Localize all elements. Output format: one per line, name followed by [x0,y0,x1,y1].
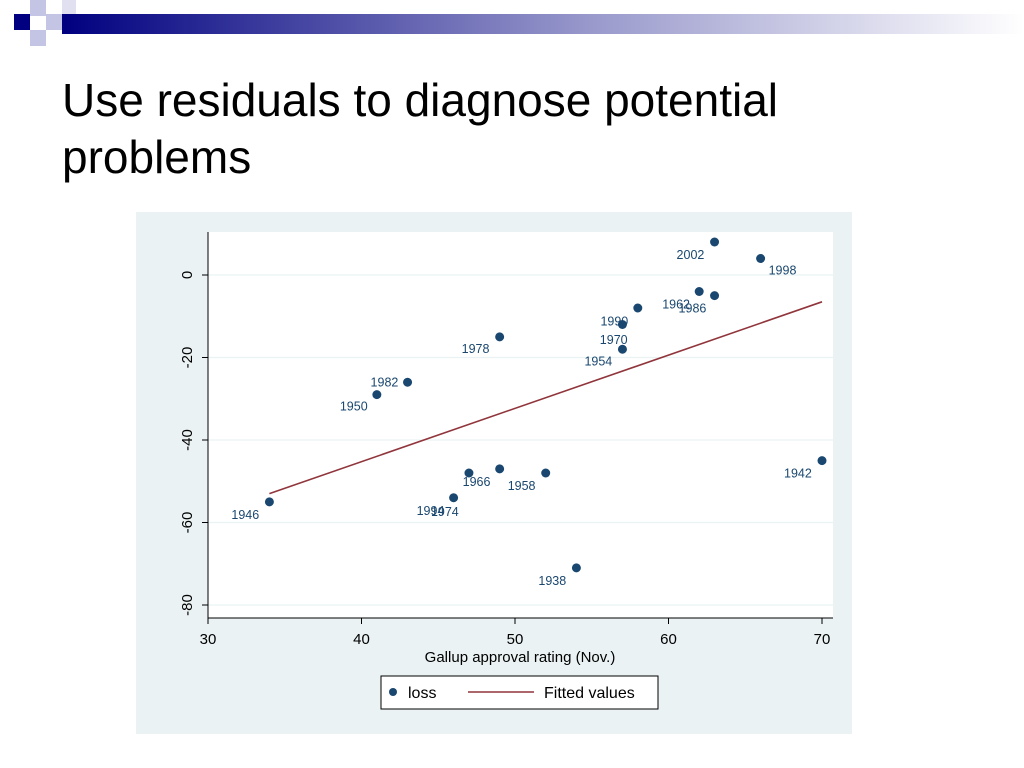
y-tick-label: -60 [179,512,196,534]
point-label: 1974 [431,505,459,519]
point-label: 1978 [462,342,490,356]
data-point [617,344,627,354]
data-point [756,254,766,263]
legend-marker-loss [389,688,397,696]
decor-square-light [46,14,62,30]
point-label: 1994 [417,504,445,518]
legend-label-fitted: Fitted values [544,685,635,702]
fitted-line [269,301,823,495]
point-label: 1982 [371,375,399,389]
data-point [817,456,827,466]
x-tick-label: 70 [814,631,831,648]
y-tick-label: 0 [179,271,196,279]
data-point [710,237,720,247]
point-label: 1966 [463,475,491,489]
x-tick-label: 60 [660,631,677,648]
y-tick-label: -80 [179,594,196,616]
decor-square-light [30,0,46,16]
point-label: 1954 [584,354,612,368]
point-label: 1990 [600,315,628,329]
data-point [617,320,627,329]
decor-gradient-bar [62,14,1024,34]
point-label: 1970 [600,333,628,347]
fitted-line-layer [269,301,823,495]
x-axis-title: Gallup approval rating (Nov.) [425,649,616,666]
point-label: 1942 [784,467,812,481]
slide-decoration [14,0,1024,46]
point-label: 1958 [508,479,536,493]
data-point [633,303,643,313]
point-label: 1938 [538,574,566,588]
point-label: 1946 [231,508,259,522]
data-point [571,563,581,573]
data-point [541,468,551,478]
data-point [694,287,704,296]
y-tick-label: -20 [179,347,196,369]
data-point [464,468,474,478]
legend: loss Fitted values [380,675,659,710]
point-label: 1950 [340,400,368,414]
point-label: 2002 [677,248,705,262]
legend-label-loss: loss [408,685,436,702]
data-point [264,497,274,507]
x-tick-label: 40 [353,631,370,648]
y-tick-label: -40 [179,429,196,451]
point-label: 1998 [769,264,797,278]
chart-frame: 2002 1998 1962 1986 1990 1970 1954 1978 1982 1950… [136,212,852,734]
point-label: 1986 [679,302,707,316]
slide-title: Use residuals to diagnose potential prob… [62,74,779,183]
data-point [710,291,720,301]
gridlines [208,274,833,606]
data-point [495,464,505,474]
decor-square-dark [14,14,30,30]
data-point [403,377,413,387]
data-point [495,332,505,342]
plot-area [208,232,833,618]
x-tick-label: 30 [200,631,217,648]
decor-square-light [30,30,46,46]
x-tick-label: 50 [507,631,524,648]
data-point [372,390,382,400]
point-label: 1962 [662,298,690,312]
decor-square-faint [62,0,76,14]
data-point [449,493,459,503]
